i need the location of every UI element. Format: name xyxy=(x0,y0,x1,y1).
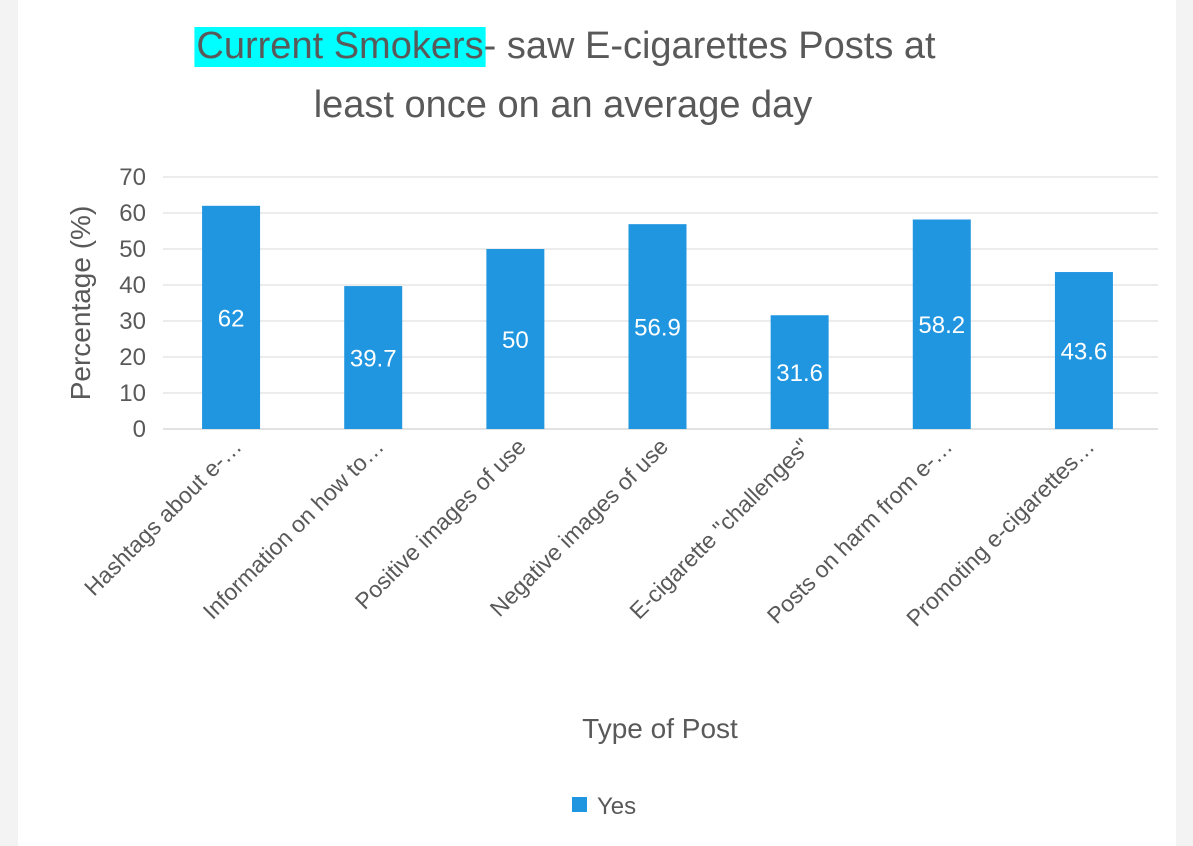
chart-area: Current Smokers- saw E-cigarettes Posts … xyxy=(18,0,1176,846)
bar xyxy=(770,315,829,429)
title-rest: - saw E-cigarettes Posts at xyxy=(484,25,936,67)
y-tick-label: 20 xyxy=(119,344,146,371)
chart-title-line2: least once on an average day xyxy=(314,84,813,126)
data-label: 43.6 xyxy=(1061,339,1108,366)
y-tick-label: 50 xyxy=(119,236,146,263)
y-tick-label: 0 xyxy=(133,416,146,443)
data-label: 62 xyxy=(218,305,245,332)
legend: Yes xyxy=(572,793,636,820)
legend-swatch xyxy=(572,797,587,812)
y-tick-label: 30 xyxy=(119,308,146,335)
bar xyxy=(486,249,545,429)
data-label: 56.9 xyxy=(634,315,681,342)
data-label: 39.7 xyxy=(350,346,397,373)
y-tick-label: 40 xyxy=(119,272,146,299)
y-tick-label: 70 xyxy=(119,164,146,191)
bars xyxy=(202,205,1113,429)
x-axis-title: Type of Post xyxy=(582,713,738,744)
bar xyxy=(202,205,261,429)
chart-title-line1: Current Smokers- saw E-cigarettes Posts … xyxy=(196,25,936,67)
bar xyxy=(1054,272,1113,429)
data-label: 31.6 xyxy=(776,360,823,387)
y-tick-label: 10 xyxy=(119,380,146,407)
bar xyxy=(912,219,971,429)
y-tick-label: 60 xyxy=(119,200,146,227)
bar xyxy=(344,286,403,429)
data-label: 50 xyxy=(502,327,529,354)
y-axis-ticks: 0 10 20 30 40 50 60 70 xyxy=(119,164,146,443)
category-label: Hashtags about e-… xyxy=(79,433,247,601)
title-highlight-bg xyxy=(194,27,486,67)
legend-label: Yes xyxy=(597,793,636,820)
data-labels: 62 39.7 50 56.9 31.6 58.2 43.6 xyxy=(218,305,1108,387)
y-axis-title: Percentage (%) xyxy=(65,206,96,401)
data-label: 58.2 xyxy=(918,312,965,339)
bar xyxy=(628,224,687,429)
bar-chart: Current Smokers- saw E-cigarettes Posts … xyxy=(65,25,1158,820)
title-highlight: Current Smokers xyxy=(196,25,483,67)
category-labels: Hashtags about e-…Information on how to…… xyxy=(79,433,1099,631)
